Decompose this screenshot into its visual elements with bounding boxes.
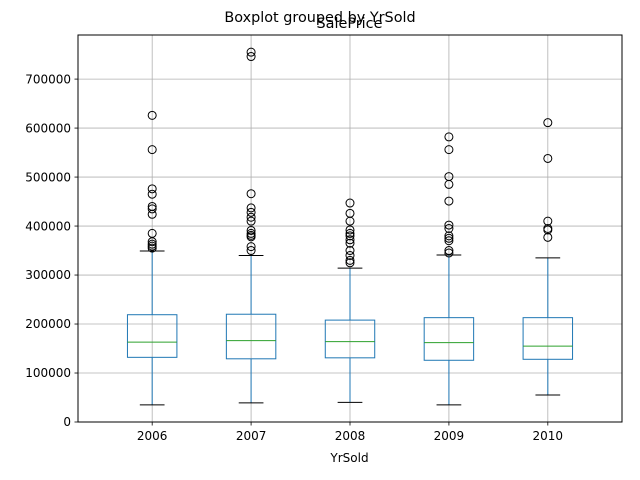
outlier-point (543, 224, 553, 233)
iqr-box (522, 317, 574, 360)
outlier-point (543, 216, 553, 226)
iqr-box (324, 319, 376, 359)
outlier-point (147, 189, 157, 199)
outlier-point (147, 228, 157, 238)
box-group-2007 (225, 47, 277, 404)
outlier-point (345, 231, 355, 241)
outlier-point (444, 248, 454, 258)
y-tick-label: 500000 (25, 170, 71, 184)
outlier-point (345, 208, 355, 218)
y-tick-label: 100000 (25, 366, 71, 380)
outlier-point (543, 118, 553, 128)
outlier-point (444, 196, 454, 206)
outlier-point (246, 246, 256, 256)
iqr-box (225, 313, 277, 360)
outlier-point (147, 201, 157, 211)
outlier-point (444, 233, 454, 243)
x-tick-label: 2009 (434, 429, 465, 443)
outlier-point (444, 246, 454, 256)
y-tick-label: 300000 (25, 268, 71, 282)
outlier-point (246, 225, 256, 235)
chart-suptitle: Boxplot grouped by YrSold (224, 10, 415, 26)
outlier-point (147, 145, 157, 155)
x-tick-label: 2007 (236, 429, 267, 443)
outlier-point (246, 52, 256, 62)
outlier-point (147, 204, 157, 214)
axis-ticks: 0 100000 200000 300000 400000 500000 600000 700… (25, 72, 563, 443)
outlier-point (345, 228, 355, 238)
y-tick-label: 400000 (25, 219, 71, 233)
chart-title: SalePrice (317, 16, 383, 32)
box-group-2010 (522, 118, 574, 396)
outlier-point (345, 198, 355, 208)
y-tick-label: 200000 (25, 317, 71, 331)
box-group-2008 (324, 198, 376, 403)
boxes (126, 47, 574, 406)
x-axis-label: YrSold (329, 451, 368, 465)
outlier-point (345, 246, 355, 256)
outlier-point (345, 258, 355, 268)
outlier-point (147, 110, 157, 120)
outlier-point (246, 242, 256, 252)
outlier-point (543, 153, 553, 163)
outlier-point (444, 172, 454, 182)
outlier-point (345, 238, 355, 248)
outlier-point (345, 235, 355, 245)
outlier-point (444, 224, 454, 233)
iqr-box (126, 314, 178, 358)
outlier-point (246, 228, 256, 238)
x-tick-label: 2010 (533, 429, 564, 443)
outlier-point (246, 189, 256, 199)
outlier-point (444, 132, 454, 142)
y-tick-label: 600000 (25, 121, 71, 135)
iqr-box (423, 317, 475, 361)
x-tick-label: 2008 (335, 429, 366, 443)
outlier-point (246, 203, 256, 213)
outlier-point (543, 232, 553, 242)
outlier-point (147, 239, 157, 249)
box-group-2006 (126, 110, 178, 406)
outlier-point (345, 250, 355, 260)
outlier-point (444, 231, 454, 241)
outlier-point (444, 220, 454, 230)
outlier-point (246, 207, 256, 217)
x-tick-label: 2006 (137, 429, 168, 443)
outlier-point (345, 255, 355, 265)
outlier-point (345, 225, 355, 235)
y-tick-label: 700000 (25, 72, 71, 86)
outlier-point (246, 212, 256, 222)
outlier-point (246, 47, 256, 57)
outlier-point (444, 145, 454, 155)
outlier-point (147, 184, 157, 194)
outlier-point (246, 216, 256, 226)
box-group-2009 (423, 132, 475, 406)
y-tick-label: 0 (63, 415, 71, 429)
outlier-point (444, 236, 454, 246)
